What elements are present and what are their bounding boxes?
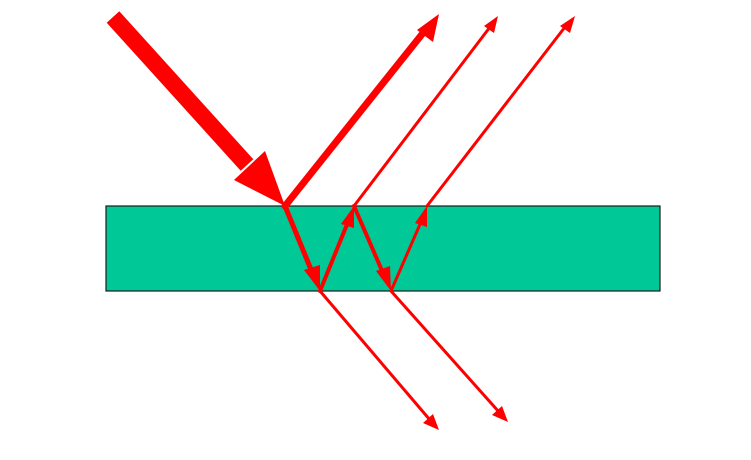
internal-ray-4-arrowhead bbox=[415, 206, 427, 227]
internal-ray-3 bbox=[352, 204, 385, 275]
transmitted-ray-1 bbox=[318, 289, 432, 422]
reflected-ray-3 bbox=[425, 25, 567, 208]
internal-ray-2-arrowhead bbox=[341, 206, 354, 228]
incident-ray-arrowhead bbox=[234, 151, 285, 206]
internal-ray-1 bbox=[282, 203, 315, 275]
internal-ray-3-arrowhead bbox=[376, 266, 391, 291]
reflected-ray-2-arrowhead bbox=[484, 16, 498, 33]
reflected-ray-1-arrowhead bbox=[417, 14, 439, 42]
internal-ray-4 bbox=[389, 220, 423, 293]
transmitted-ray-1-arrowhead bbox=[423, 414, 439, 430]
internal-ray-2 bbox=[318, 220, 350, 293]
transmitted-ray-2 bbox=[389, 289, 501, 414]
reflected-ray-1 bbox=[281, 24, 431, 210]
transmitted-ray-2-arrowhead bbox=[492, 406, 508, 422]
internal-ray-1-arrowhead bbox=[304, 265, 320, 291]
reflected-ray-3-arrowhead bbox=[560, 16, 575, 33]
reflected-ray-2 bbox=[352, 25, 492, 208]
incident-ray bbox=[106, 11, 254, 171]
